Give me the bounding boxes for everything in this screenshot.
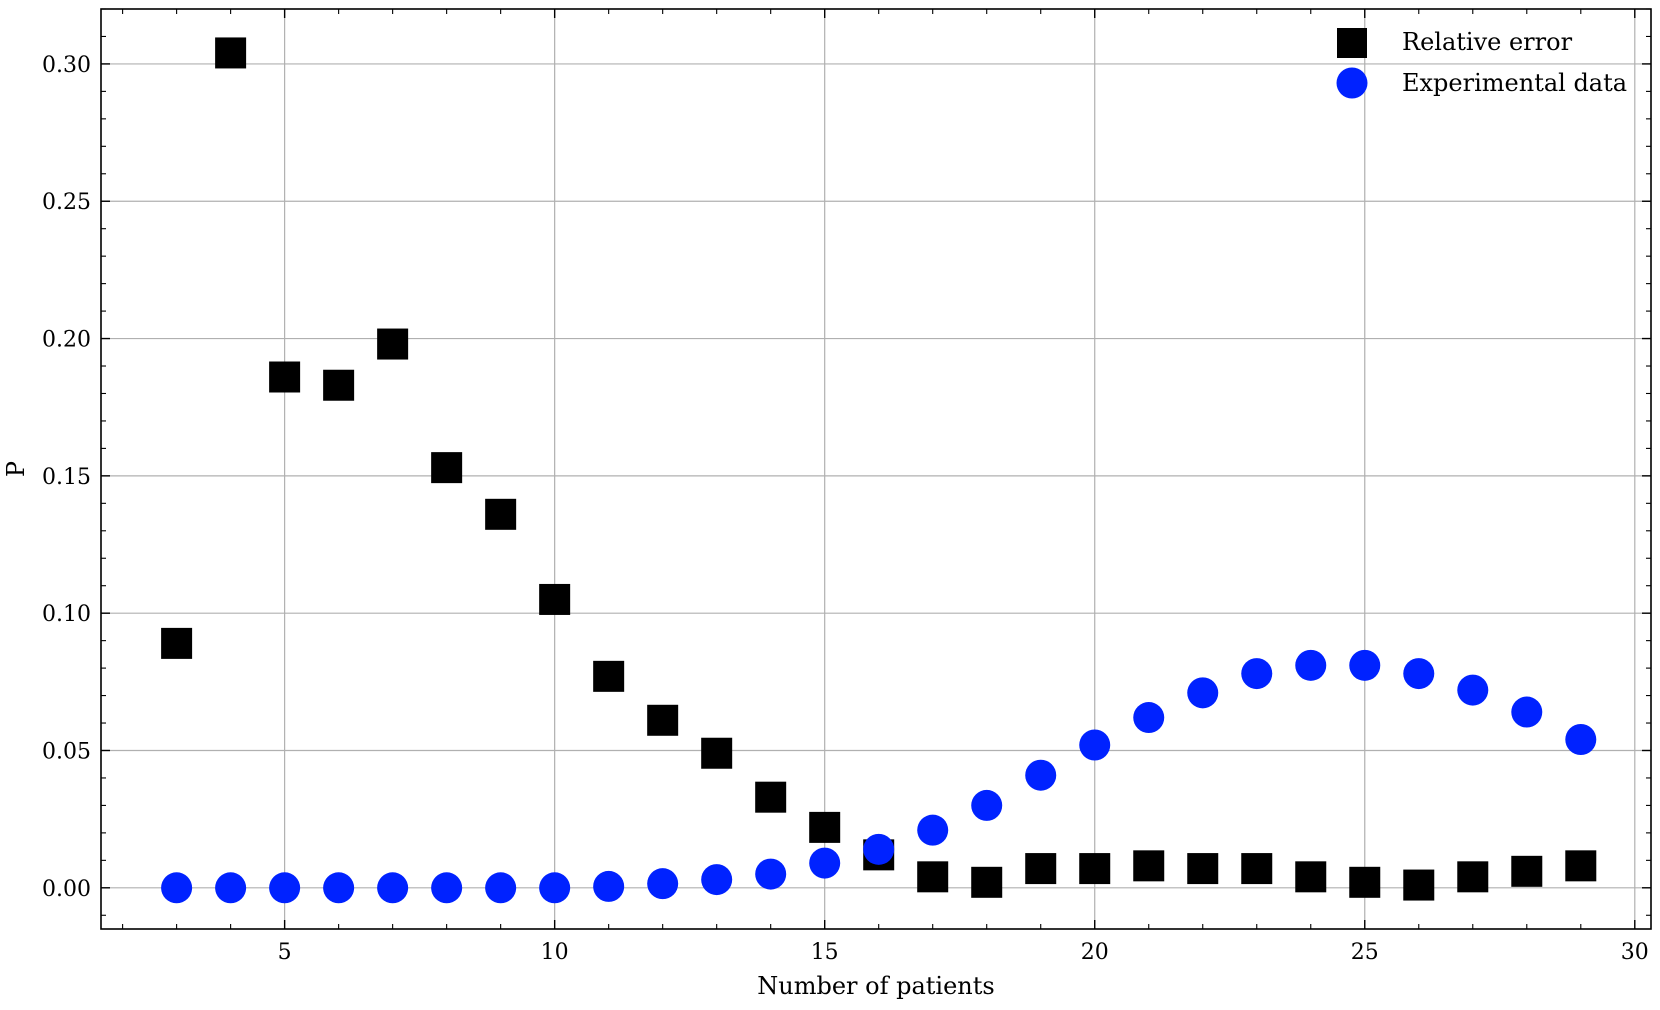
experimental-data-point — [917, 814, 949, 846]
y-tick-label: 0.10 — [42, 602, 91, 627]
x-tick-label: 20 — [1081, 940, 1109, 965]
relative-error-point — [755, 781, 787, 813]
series-layer — [161, 37, 1597, 904]
relative-error-point — [1187, 853, 1219, 885]
x-tick-label: 30 — [1621, 940, 1649, 965]
relative-error-point — [1457, 861, 1489, 893]
relative-error-point — [809, 811, 841, 843]
experimental-data-point — [1565, 724, 1597, 756]
experimental-data-point — [539, 872, 571, 904]
x-tick-label: 5 — [278, 940, 292, 965]
experimental-data-point — [431, 872, 463, 904]
tick-labels: 5 10 15 20 25 30 0.00 0.05 0.10 0.15 0.20 0.25 0.30 — [42, 53, 1649, 965]
experimental-data-point — [485, 872, 517, 904]
legend-marker-relative-error — [1337, 28, 1367, 58]
grid-lines — [101, 9, 1651, 929]
legend-label-experimental-data: Experimental data — [1402, 69, 1627, 97]
y-tick-label: 0.30 — [42, 53, 91, 78]
relative-error-point — [1079, 853, 1111, 885]
relative-error-point — [1025, 853, 1057, 885]
y-tick-label: 0.05 — [42, 739, 91, 764]
axis-ticks — [101, 8, 1651, 929]
relative-error-point — [647, 704, 679, 736]
experimental-data-point — [1403, 658, 1435, 690]
y-tick-label: 0.00 — [42, 877, 91, 902]
relative-error-point — [917, 861, 949, 893]
relative-error-point — [539, 583, 571, 615]
experimental-data-point — [701, 864, 733, 896]
legend-marker-experimental-data — [1336, 67, 1368, 99]
legend-label-relative-error: Relative error — [1402, 28, 1573, 56]
experimental-data-point — [593, 870, 625, 902]
plot-frame — [100, 8, 1652, 930]
y-axis-label: P — [2, 461, 30, 477]
experimental-data-point — [1511, 696, 1543, 728]
relative-error-point — [593, 660, 625, 692]
x-tick-label: 10 — [541, 940, 569, 965]
experimental-data-point — [215, 872, 247, 904]
experimental-data-point — [863, 833, 895, 865]
experimental-data-point — [1349, 649, 1381, 681]
series-experimental-data — [161, 649, 1597, 904]
relative-error-point — [485, 498, 517, 530]
relative-error-point — [971, 866, 1003, 898]
y-tick-label: 0.25 — [42, 190, 91, 215]
relative-error-point — [269, 361, 301, 393]
experimental-data-point — [1133, 702, 1165, 734]
relative-error-point — [215, 37, 247, 69]
experimental-data-point — [1025, 759, 1057, 791]
y-tick-label: 0.20 — [42, 328, 91, 353]
experimental-data-point — [1079, 729, 1111, 761]
experimental-data-point — [161, 872, 193, 904]
experimental-data-point — [755, 858, 787, 890]
relative-error-point — [701, 737, 733, 769]
experimental-data-point — [809, 847, 841, 879]
relative-error-point — [1565, 850, 1597, 882]
x-tick-label: 25 — [1351, 940, 1379, 965]
relative-error-point — [323, 369, 355, 401]
experimental-data-point — [1241, 658, 1273, 690]
relative-error-point — [161, 627, 193, 659]
experimental-data-point — [971, 789, 1003, 821]
legend: Relative error Experimental data — [1336, 28, 1627, 99]
experimental-data-point — [1295, 649, 1327, 681]
relative-error-point — [1241, 853, 1273, 885]
experimental-data-point — [377, 872, 409, 904]
y-tick-label: 0.15 — [42, 465, 91, 490]
relative-error-point — [377, 328, 409, 360]
relative-error-point — [1349, 866, 1381, 898]
x-tick-label: 15 — [811, 940, 839, 965]
relative-error-point — [1133, 850, 1165, 882]
experimental-data-point — [323, 872, 355, 904]
relative-error-point — [431, 452, 463, 484]
experimental-data-point — [1187, 677, 1219, 709]
relative-error-point — [1403, 869, 1435, 901]
series-relative-error — [161, 37, 1597, 901]
experimental-data-point — [269, 872, 301, 904]
relative-error-point — [1295, 861, 1327, 893]
experimental-data-point — [647, 868, 679, 900]
x-axis-label: Number of patients — [757, 972, 994, 1000]
experimental-data-point — [1457, 674, 1489, 706]
relative-error-point — [1511, 855, 1543, 887]
